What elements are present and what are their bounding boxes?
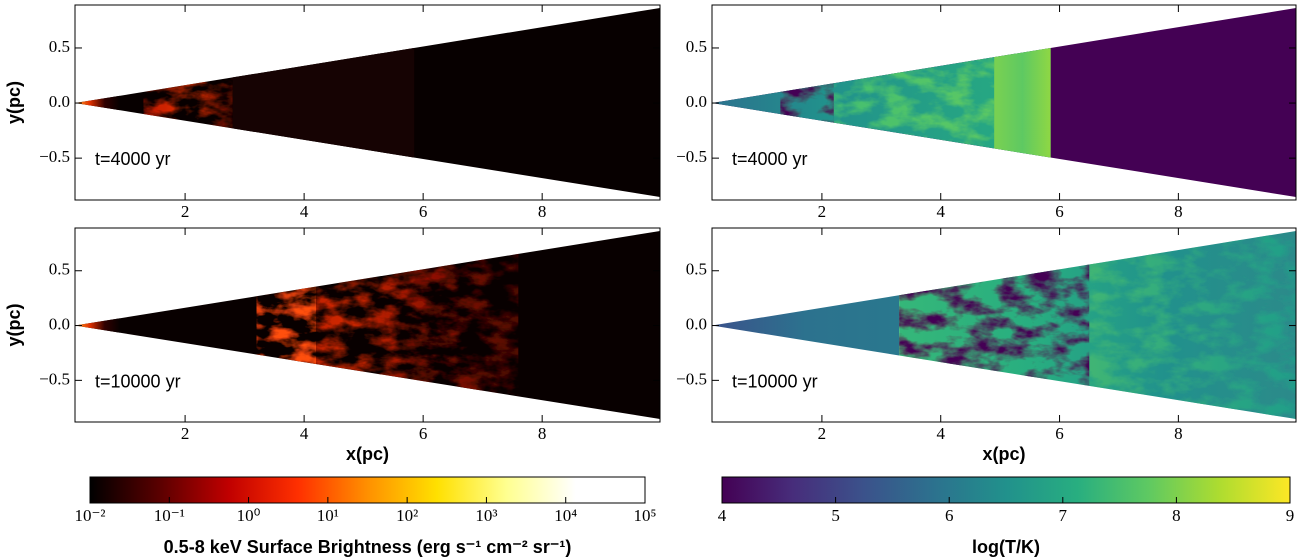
- x-tick-label: 2: [818, 202, 827, 221]
- x-tick-label: 4: [300, 202, 309, 221]
- y-tick-label: −0.5: [676, 147, 707, 166]
- y-tick-label: 0.5: [49, 260, 70, 279]
- x-tick-label: 8: [538, 202, 547, 221]
- y-axis-label: y(pc): [4, 303, 24, 346]
- map-region: [143, 8, 233, 197]
- y-axis-label: y(pc): [4, 81, 24, 124]
- map-region: [712, 231, 900, 419]
- colorbar-tick-label: 10¹: [317, 506, 339, 525]
- colorbar-tick-label: 5: [831, 506, 840, 525]
- map-region: [780, 8, 834, 197]
- x-tick-label: 4: [300, 424, 309, 443]
- map-region: [75, 8, 120, 197]
- x-tick-label: 2: [818, 424, 827, 443]
- x-axis-label: x(pc): [346, 444, 389, 464]
- x-tick-label: 6: [419, 202, 428, 221]
- annotation: t=4000 yr: [95, 149, 171, 169]
- colorbar-label: 0.5-8 keV Surface Brightness (erg s⁻¹ cm…: [164, 537, 572, 557]
- simulation-map: [75, 231, 660, 419]
- annotation: t=4000 yr: [732, 149, 808, 169]
- colorbar-tick-label: 9: [1286, 506, 1295, 525]
- colorbar-tick-label: 10⁴: [554, 506, 577, 525]
- map-region: [232, 8, 415, 197]
- x-tick-label: 8: [1174, 424, 1183, 443]
- plot-frame: [711, 227, 1297, 423]
- map-region: [994, 8, 1051, 197]
- annotation: t=10000 yr: [732, 371, 818, 391]
- x-tick-label: 8: [1174, 202, 1183, 221]
- colorbar-tick-label: 10³: [475, 506, 497, 525]
- colorbar: [721, 476, 1291, 504]
- map-region: [899, 231, 1090, 419]
- colorbar-tick-label: 10⁻²: [74, 506, 105, 525]
- colorbar-tick-label: 8: [1172, 506, 1181, 525]
- colorbar-label: log(T/K): [972, 537, 1040, 557]
- x-tick-label: 8: [538, 424, 547, 443]
- x-tick-label: 6: [1055, 202, 1064, 221]
- plot-frame: [711, 4, 1297, 201]
- y-tick-label: 0.0: [686, 314, 707, 333]
- simulation-map: [712, 231, 1296, 419]
- colorbar-tick-label: 7: [1059, 506, 1068, 525]
- y-tick-label: 0.5: [686, 37, 707, 56]
- colorbar-tick-label: 10²: [396, 506, 418, 525]
- x-tick-label: 4: [936, 424, 945, 443]
- y-tick-label: 0.0: [49, 314, 70, 333]
- map-region: [256, 231, 317, 419]
- y-tick-label: −0.5: [39, 369, 70, 388]
- plot-frame: [74, 4, 661, 201]
- x-tick-label: 4: [936, 202, 945, 221]
- y-tick-label: 0.0: [49, 92, 70, 111]
- colorbar-tick-label: 10⁵: [634, 506, 657, 525]
- plot-frame: [74, 227, 661, 423]
- x-tick-label: 2: [181, 424, 190, 443]
- x-tick-label: 6: [1055, 424, 1064, 443]
- simulation-map: [712, 8, 1296, 197]
- y-tick-label: 0.5: [686, 260, 707, 279]
- annotation: t=10000 yr: [95, 371, 181, 391]
- simulation-map: [75, 8, 660, 197]
- colorbar-tick-label: 6: [945, 506, 954, 525]
- x-tick-label: 2: [181, 202, 190, 221]
- y-tick-label: −0.5: [676, 369, 707, 388]
- colorbar-tick-label: 10⁰: [237, 506, 261, 525]
- y-tick-label: 0.5: [49, 37, 70, 56]
- y-tick-label: −0.5: [39, 147, 70, 166]
- x-axis-label: x(pc): [982, 444, 1025, 464]
- colorbar-tick-label: 10⁻¹: [154, 506, 185, 525]
- map-region: [75, 231, 120, 419]
- y-tick-label: 0.0: [686, 92, 707, 111]
- colorbar-tick-label: 4: [718, 506, 727, 525]
- x-tick-label: 6: [419, 424, 428, 443]
- colorbar: [89, 476, 646, 504]
